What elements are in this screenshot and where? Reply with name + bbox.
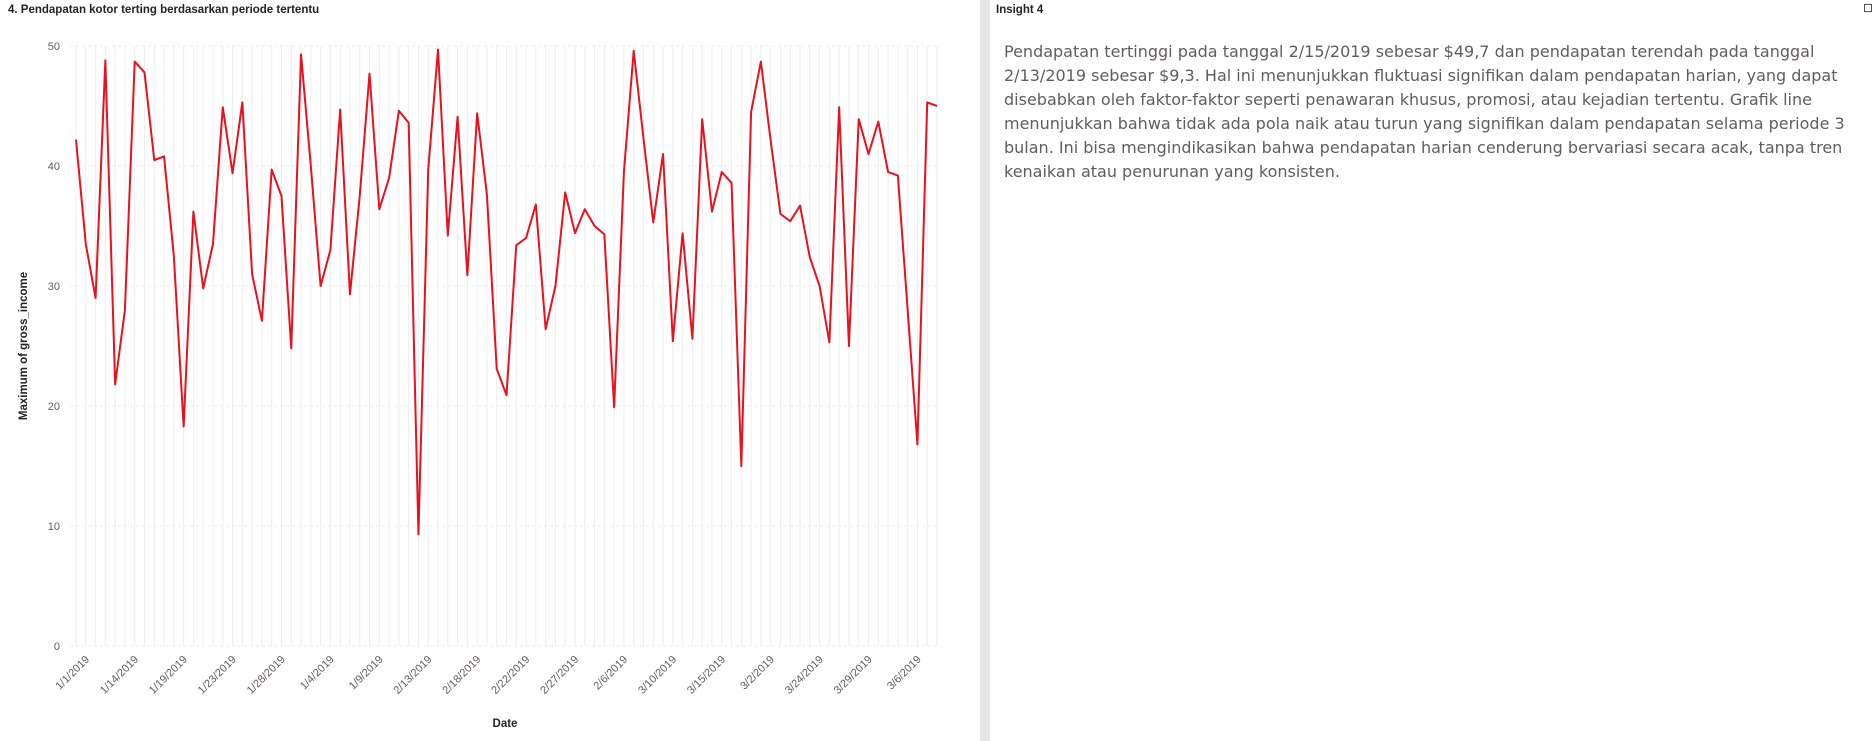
- y-tick-label: 50: [48, 41, 60, 53]
- insight-panel: Insight 4 Pendapatan tertinggi pada tang…: [990, 0, 1874, 741]
- y-tick-label: 30: [48, 281, 60, 293]
- x-tick-label: 1/19/2019: [147, 654, 190, 697]
- insight-title: Insight 4: [996, 4, 1044, 16]
- x-tick-label: 1/23/2019: [196, 654, 239, 697]
- panel-divider[interactable]: [980, 0, 990, 741]
- insight-text: Pendapatan tertinggi pada tanggal 2/15/2…: [1004, 42, 1845, 181]
- x-tick-label: 2/27/2019: [538, 654, 581, 697]
- x-tick-label: 2/6/2019: [591, 654, 630, 693]
- y-tick-label: 40: [48, 161, 60, 173]
- x-axis-ticks: 1/1/2019 1/14/2019 1/19/2019 1/23/2019 1/28/…: [53, 654, 923, 697]
- x-tick-label: 1/9/2019: [347, 654, 386, 693]
- x-tick-label: 1/4/2019: [298, 654, 337, 693]
- x-tick-label: 2/22/2019: [489, 654, 532, 697]
- x-axis-label: Date: [493, 718, 518, 730]
- y-tick-label: 0: [54, 641, 60, 653]
- x-tick-label: 2/13/2019: [391, 654, 434, 697]
- y-axis-label: Maximum of gross_income: [18, 272, 30, 420]
- x-tick-label: 2/18/2019: [440, 654, 483, 697]
- chart-panel: 4. Pendapatan kotor terting berdasarkan …: [0, 0, 980, 741]
- focus-mode-icon[interactable]: [1864, 4, 1872, 12]
- x-tick-label: 3/10/2019: [636, 654, 679, 697]
- y-axis-ticks: 0 10 20 30 40 50: [48, 41, 60, 653]
- series-line[interactable]: [75, 48, 938, 536]
- x-tick-label: 1/28/2019: [245, 654, 288, 697]
- grid-lines: [70, 45, 941, 647]
- chart-title: 4. Pendapatan kotor terting berdasarkan …: [8, 4, 320, 16]
- x-tick-label: 1/14/2019: [98, 654, 141, 697]
- x-tick-label: 3/24/2019: [783, 654, 826, 697]
- x-tick-label: 1/1/2019: [53, 654, 92, 693]
- y-tick-label: 10: [48, 521, 60, 533]
- y-tick-label: 20: [48, 401, 60, 413]
- x-tick-label: 3/29/2019: [832, 654, 875, 697]
- x-tick-label: 3/6/2019: [885, 654, 924, 693]
- x-tick-label: 3/15/2019: [685, 654, 728, 697]
- x-tick-label: 3/2/2019: [738, 654, 777, 693]
